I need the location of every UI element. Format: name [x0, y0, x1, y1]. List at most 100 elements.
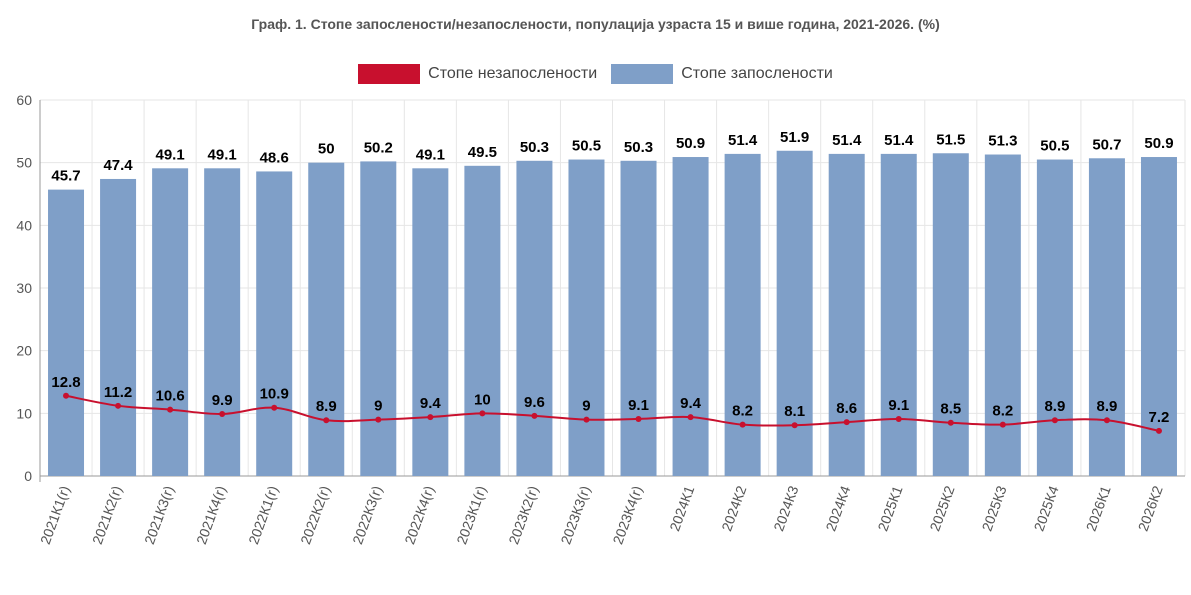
line-value-label: 9.6: [524, 394, 545, 411]
line-value-label: 8.6: [836, 400, 857, 417]
line-value-label: 8.2: [732, 403, 753, 420]
line-value-label: 10.9: [260, 386, 289, 403]
bar-value-label: 50.5: [572, 138, 601, 155]
bar-value-label: 50.7: [1092, 136, 1121, 153]
bar-employment: [568, 159, 605, 477]
bar-value-label: 50: [318, 141, 335, 158]
line-value-label: 9.4: [680, 395, 702, 412]
unemployment-point: [479, 410, 486, 417]
bar-value-label: 50.5: [1040, 138, 1069, 155]
x-tick-label: 2023К3(r): [557, 484, 593, 547]
bar-employment: [1088, 158, 1125, 476]
bar-value-label: 51.3: [988, 133, 1017, 150]
line-value-label: 8.9: [1097, 398, 1118, 415]
chart-title: Граф. 1. Стопе запослености/незапосленос…: [251, 16, 940, 32]
bar-employment: [152, 168, 189, 476]
x-tick-label: 2025К1: [874, 483, 905, 533]
unemployment-point: [531, 412, 538, 419]
legend-swatch-employment: [611, 64, 674, 84]
x-tick-label: 2024К2: [718, 483, 749, 533]
unemployment-point: [739, 421, 746, 428]
bar-value-label: 47.4: [103, 157, 133, 174]
unemployment-point: [843, 419, 850, 426]
unemployment-point: [947, 419, 954, 426]
bar-value-label: 50.9: [1144, 135, 1173, 152]
bar-employment: [48, 189, 85, 476]
line-value-label: 8.9: [1044, 398, 1065, 415]
line-value-label: 10: [474, 391, 491, 408]
bar-value-label: 51.4: [728, 132, 758, 149]
x-tick-label: 2021К2(r): [89, 484, 125, 547]
bar-employment: [620, 160, 657, 476]
x-tick-label: 2023К2(r): [505, 484, 541, 547]
bar-value-label: 50.3: [520, 139, 549, 156]
bar-employment: [100, 178, 137, 476]
legend: Стопе незапослености Стопе запослености: [0, 64, 1191, 84]
bar-employment: [256, 171, 293, 476]
unemployment-point: [271, 404, 278, 411]
y-tick-label: 20: [16, 343, 32, 359]
bar-value-label: 50.9: [676, 135, 705, 152]
bar-value-label: 51.4: [832, 132, 862, 149]
bar-value-label: 49.1: [416, 146, 445, 163]
bar-value-label: 48.6: [260, 149, 289, 166]
x-tick-label: 2025К2: [926, 483, 957, 533]
x-tick-label: 2025К3: [979, 483, 1010, 533]
bar-value-label: 45.7: [51, 168, 80, 185]
unemployment-point: [1051, 417, 1058, 424]
unemployment-point: [427, 414, 434, 421]
unemployment-point: [635, 415, 642, 422]
unemployment-point: [375, 416, 382, 423]
bar-value-label: 49.1: [156, 146, 185, 163]
bar-value-label: 51.4: [884, 132, 914, 149]
bar-employment: [1140, 157, 1177, 476]
legend-item-unemployment[interactable]: Стопе незапослености: [358, 64, 597, 84]
legend-item-employment[interactable]: Стопе запослености: [611, 64, 833, 84]
bar-value-label: 50.2: [364, 139, 393, 156]
line-value-label: 7.2: [1149, 409, 1170, 426]
unemployment-point: [583, 416, 590, 423]
unemployment-point: [1103, 417, 1110, 424]
unemployment-point: [999, 421, 1006, 428]
unemployment-point: [687, 414, 694, 421]
x-tick-label: 2022К1(r): [245, 484, 281, 547]
line-value-label: 9: [374, 398, 382, 415]
bar-employment: [1036, 159, 1073, 477]
y-tick-label: 10: [16, 405, 32, 421]
unemployment-point: [895, 415, 902, 422]
bar-employment: [828, 153, 865, 477]
bar-employment: [932, 153, 969, 476]
unemployment-point: [323, 417, 330, 424]
bar-value-label: 50.3: [624, 139, 653, 156]
line-value-label: 9.1: [628, 397, 649, 414]
bar-employment: [880, 153, 917, 477]
unemployment-point: [63, 392, 70, 399]
bar-value-label: 51.9: [780, 129, 809, 146]
y-tick-label: 60: [16, 92, 32, 108]
legend-label-employment: Стопе запослености: [681, 65, 833, 82]
y-tick-label: 0: [24, 468, 32, 484]
bar-employment: [672, 157, 709, 476]
bar-employment: [412, 168, 449, 476]
x-tick-label: 2023К1(r): [453, 484, 489, 547]
y-tick-label: 40: [16, 217, 32, 233]
unemployment-point: [219, 410, 226, 417]
line-value-label: 10.6: [156, 388, 185, 405]
line-value-label: 9: [582, 398, 590, 415]
bar-employment: [516, 160, 553, 476]
x-tick-label: 2024К4: [822, 483, 853, 533]
legend-swatch-unemployment: [358, 64, 421, 84]
bar-value-label: 49.1: [208, 146, 237, 163]
x-tick-label: 2021К1(r): [37, 484, 73, 547]
unemployment-point: [1155, 427, 1162, 434]
line-value-label: 8.2: [992, 403, 1013, 420]
x-tick-label: 2021К4(r): [193, 484, 229, 547]
bar-employment: [308, 162, 345, 476]
x-tick-label: 2022К2(r): [297, 484, 333, 547]
line-value-label: 9.1: [888, 397, 909, 414]
x-tick-label: 2025К4: [1031, 483, 1062, 533]
unemployment-point: [167, 406, 174, 413]
x-tick-label: 2022К3(r): [349, 484, 385, 547]
x-tick-label: 2026К1: [1083, 483, 1114, 533]
bar-employment: [204, 168, 241, 476]
